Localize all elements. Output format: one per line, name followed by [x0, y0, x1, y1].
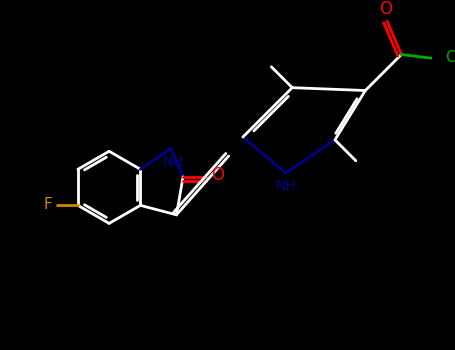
Text: O: O	[379, 0, 392, 18]
Text: Cl: Cl	[445, 50, 455, 65]
Text: F: F	[43, 197, 52, 212]
Text: NH: NH	[162, 155, 183, 169]
Text: O: O	[211, 166, 224, 184]
Text: NH: NH	[275, 180, 296, 194]
